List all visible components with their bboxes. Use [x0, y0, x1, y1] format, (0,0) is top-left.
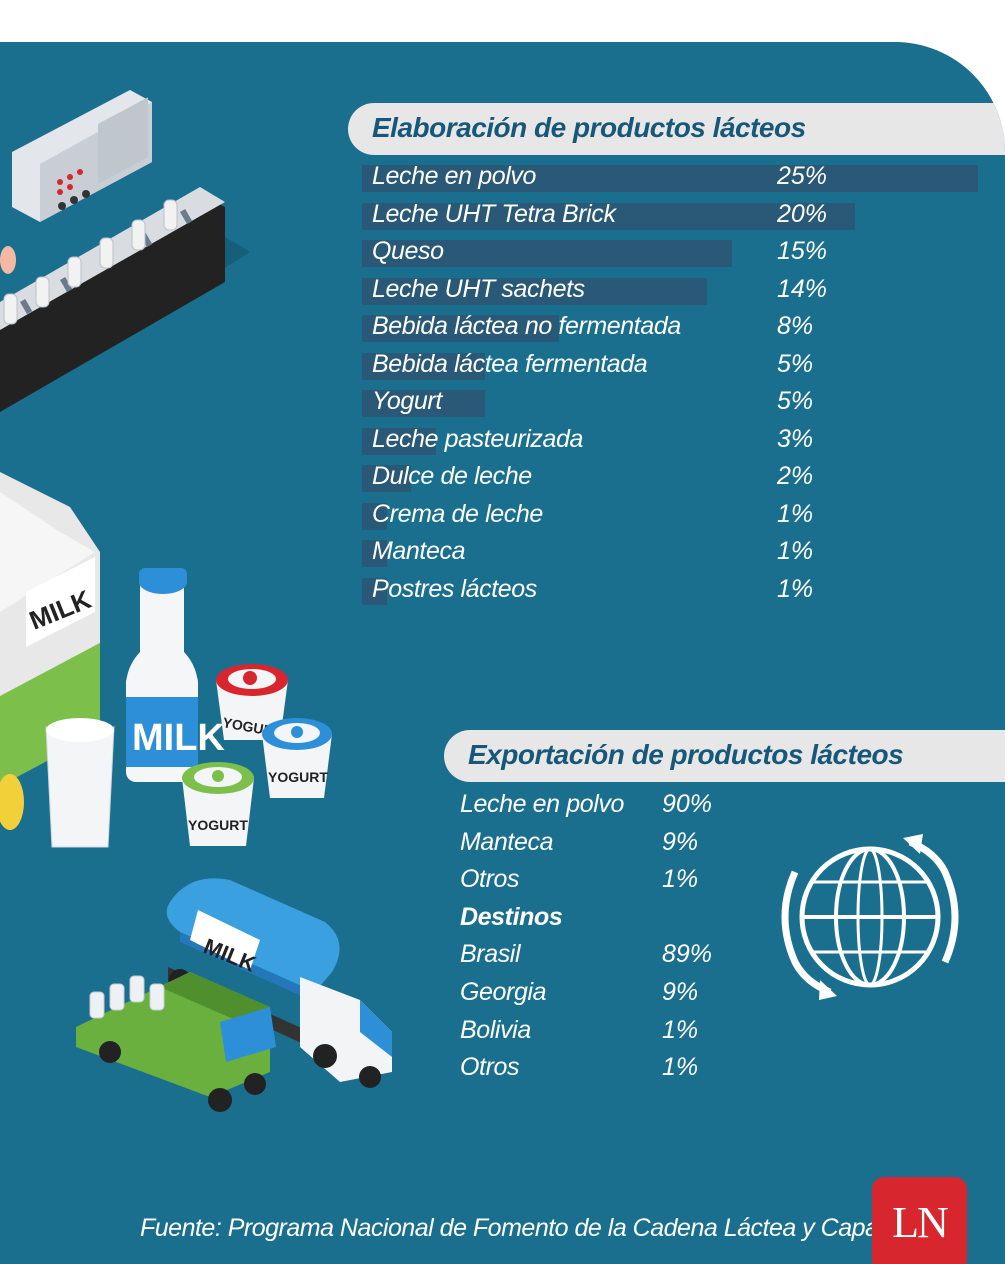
elaboration-bar [362, 315, 560, 342]
elaboration-category-label: Queso [372, 237, 444, 265]
destination-name: Otros [460, 1053, 520, 1082]
elaboration-bar [362, 352, 486, 380]
elaboration-row: Leche UHT Tetra Brick 20% [362, 198, 978, 234]
export-header: Exportación de productos lácteos [444, 730, 1005, 782]
destination-name: Brasil [460, 940, 521, 969]
elaboration-value-label: 1% [777, 574, 814, 603]
ln-logo: LN [872, 1177, 967, 1264]
elaboration-bar [362, 427, 436, 455]
elaboration-category-label: Leche en polvo [372, 162, 536, 190]
destination-name: Bolivia [460, 1015, 531, 1044]
destination-value: 1% [662, 1053, 699, 1082]
elaboration-row: Manteca 1% [362, 535, 978, 571]
elaboration-bar [362, 277, 707, 305]
elaboration-bar [362, 165, 978, 192]
elaboration-row: Postres lácteos 1% [362, 573, 978, 609]
elaboration-category-label: Dulce de leche [372, 462, 532, 490]
elaboration-category-label: Crema de leche [372, 499, 543, 528]
elaboration-category-label: Postres lácteos [372, 574, 537, 603]
bottle-milk-label: MILK [132, 717, 225, 759]
destination-value: 1% [662, 1015, 699, 1044]
export-product-row: Manteca 9% [460, 826, 760, 862]
elaboration-row: Crema de leche 1% [362, 498, 978, 534]
elaboration-bar [362, 540, 387, 567]
elaboration-bar [362, 202, 855, 230]
factory-illustration [0, 90, 250, 412]
elaboration-category-label: Leche UHT Tetra Brick [372, 199, 616, 228]
elaboration-bar [362, 577, 387, 605]
elaboration-row: Dulce de leche 2% [362, 460, 978, 496]
vehicles-illustration: MILK [76, 878, 392, 1112]
elaboration-value-label: 5% [777, 387, 814, 415]
elaboration-value-label: 1% [777, 499, 814, 528]
elaboration-category-label: Bebida láctea no fermentada [372, 312, 681, 340]
export-title: Exportación de productos lácteos [468, 739, 904, 770]
elaboration-value-label: 25% [777, 162, 828, 190]
elaboration-value-label: 14% [777, 274, 828, 303]
dairy-products-illustration: MILK MILK YOGURT YOGURT YOGUR [0, 472, 332, 848]
elaboration-row: Queso 15% [362, 235, 978, 271]
export-product-name: Manteca [460, 827, 554, 856]
elaboration-value-label: 1% [777, 537, 814, 565]
elaboration-row: Leche en polvo 25% [362, 160, 978, 196]
elaboration-category-label: Yogurt [372, 387, 442, 415]
yogurt-apple-icon: YOGURT [182, 762, 254, 846]
elaboration-bar [362, 390, 486, 417]
export-product-name: Leche en polvo [460, 790, 624, 818]
elaboration-value-label: 3% [777, 424, 814, 453]
elaboration-row: Bebida láctea no fermentada 8% [362, 310, 978, 346]
export-destination-row: Georgia 9% [460, 976, 760, 1012]
globe-arrows-icon [781, 834, 959, 1000]
elaboration-row: Leche UHT sachets 14% [362, 273, 978, 309]
elaboration-title: Elaboración de productos lácteos [372, 112, 806, 143]
elaboration-bar [362, 240, 732, 267]
destination-value: 9% [662, 978, 699, 1006]
export-destination-row: Otros 1% [460, 1051, 760, 1087]
destination-value: 89% [662, 940, 713, 969]
export-product-value: 1% [662, 865, 699, 894]
export-product-row: Leche en polvo 90% [460, 788, 760, 824]
elaboration-bar [362, 465, 412, 492]
elaboration-category-label: Manteca [372, 537, 466, 565]
elaboration-value-label: 20% [777, 199, 828, 228]
export-product-name: Otros [460, 865, 520, 894]
svg-text:YOGURT: YOGURT [188, 817, 248, 833]
elaboration-row: Bebida láctea fermentada 5% [362, 348, 978, 384]
export-destination-row: Brasil 89% [460, 938, 760, 974]
elaboration-bar [362, 502, 387, 530]
elaboration-category-label: Leche pasteurizada [372, 424, 584, 453]
elaboration-value-label: 8% [777, 312, 814, 340]
source-note: Fuente: Programa Nacional de Fomento de … [140, 1214, 928, 1242]
elaboration-row: Leche pasteurizada 3% [362, 423, 978, 459]
elaboration-category-label: Bebida láctea fermentada [372, 349, 648, 378]
export-product-value: 9% [662, 827, 699, 856]
destinations-title: Destinos [460, 902, 563, 931]
elaboration-row: Yogurt 5% [362, 385, 978, 421]
elaboration-value-label: 2% [777, 462, 814, 490]
yogurt-blueberry-icon: YOGURT [262, 718, 332, 798]
elaboration-value-label: 5% [777, 349, 814, 378]
destination-name: Georgia [460, 978, 547, 1006]
export-destination-row: Bolivia 1% [460, 1014, 760, 1050]
export-product-row: Otros 1% [460, 863, 760, 899]
elaboration-category-label: Leche UHT sachets [372, 274, 585, 303]
elaboration-header: Elaboración de productos lácteos [348, 103, 1005, 155]
elaboration-value-label: 15% [777, 237, 828, 265]
infographic-panel: MILK MILK YOGURT YOGURT YOGUR [0, 42, 1005, 1264]
export-product-value: 90% [662, 790, 713, 818]
svg-text:YOGURT: YOGURT [268, 769, 328, 785]
